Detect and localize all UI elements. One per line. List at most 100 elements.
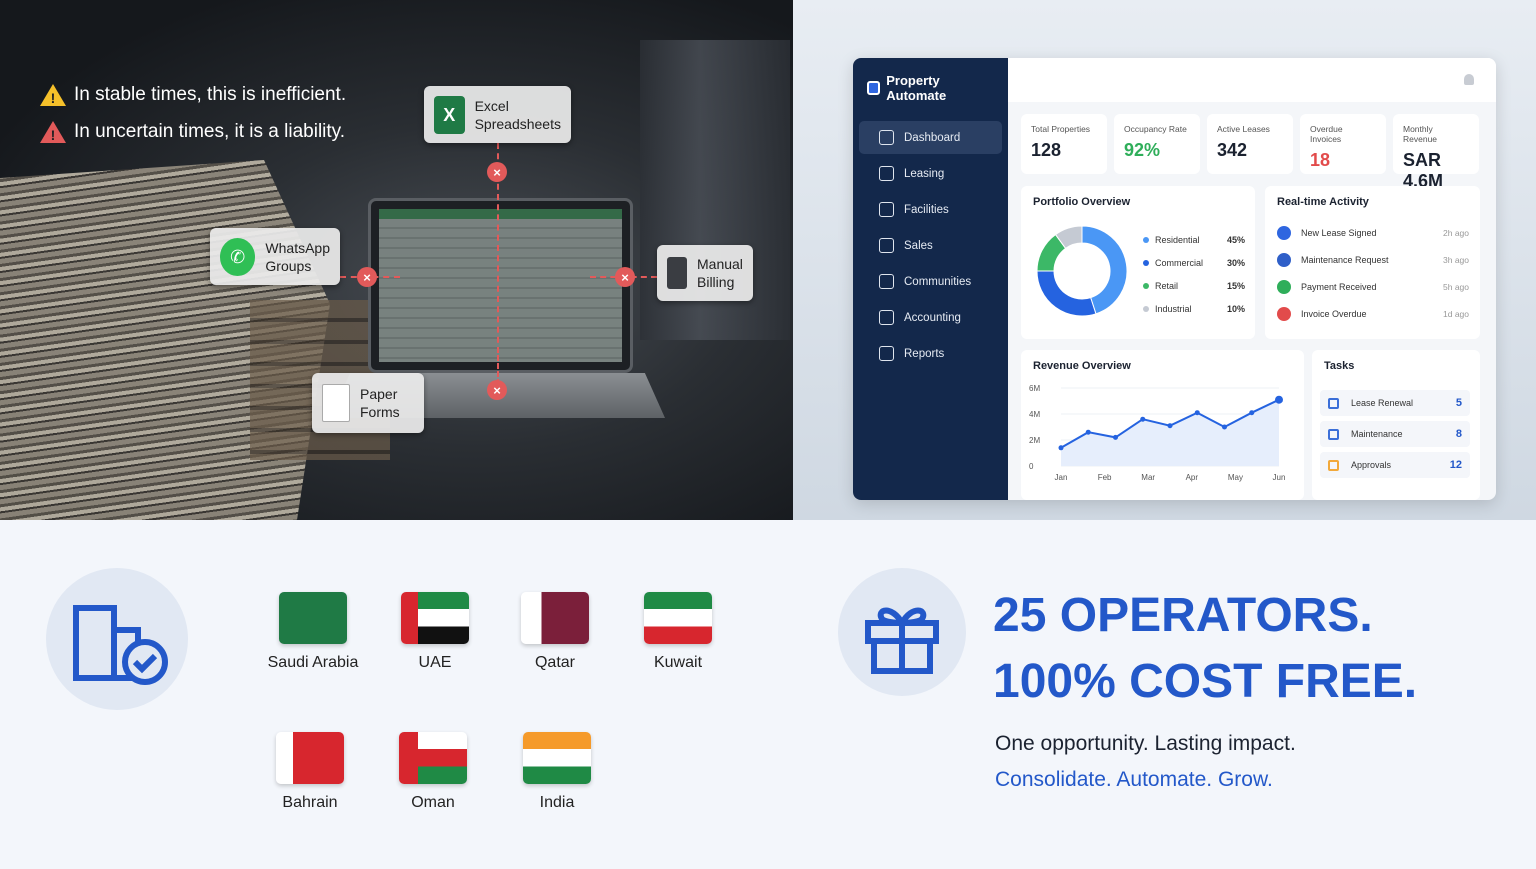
x-tick-label: Jun (1273, 473, 1286, 482)
flag-qatar (521, 592, 589, 644)
revenue-panel: Revenue Overview 0 2M 4M 6M Jan Feb Mar Apr May J… (1021, 350, 1304, 500)
revenue-point (1140, 416, 1146, 422)
sidebar-item-accounting[interactable]: Accounting (859, 301, 1002, 334)
kpi-card: Occupancy Rate 92% (1114, 114, 1200, 174)
activity-icon (1277, 226, 1291, 240)
activity-item[interactable]: Payment Received 5h ago (1277, 280, 1469, 294)
tagline: One opportunity. Lasting impact. (995, 732, 1296, 755)
laptop (368, 198, 633, 373)
donut-slice-industrial (1054, 225, 1083, 250)
manual-billing-card: Manual Billing (657, 245, 753, 301)
revenue-point (1275, 395, 1283, 404)
activity-panel: Real-time Activity New Lease Signed 2h ag… (1265, 186, 1480, 339)
sidebar-item-dashboard[interactable]: Dashboard (859, 121, 1002, 154)
donut-chart (1036, 225, 1128, 317)
kpi-card: Active Leases 342 (1207, 114, 1293, 174)
sidebar-item-sales[interactable]: Sales (859, 229, 1002, 262)
task-item[interactable]: Approvals 12 (1320, 452, 1470, 478)
donut-slice-residential (1081, 225, 1128, 315)
dashboard-app: Property Automate Dashboard Leasing Facili… (853, 58, 1496, 500)
y-tick-label: 0 (1029, 462, 1034, 471)
y-tick-label: 4M (1029, 410, 1040, 419)
revenue-chart: 0 2M 4M 6M Jan Feb Mar Apr May Jun (1029, 384, 1286, 482)
flag-kuwait (644, 592, 712, 644)
legend-dot (1143, 237, 1149, 243)
revenue-point (1167, 423, 1173, 429)
x-tick-label: Apr (1186, 473, 1199, 482)
sidebar-nav: Dashboard Leasing Facilities Sales Communiti… (853, 121, 1008, 370)
task-icon (1328, 397, 1339, 409)
document-icon (322, 384, 350, 422)
office-photo: ! In stable times, this is inefficient. !… (0, 0, 793, 520)
flag-oman (399, 732, 467, 784)
flag-uae (401, 592, 469, 644)
activity-icon (1277, 307, 1291, 321)
excel-icon: X (434, 95, 465, 134)
calculator-icon (667, 257, 687, 289)
country-label: Qatar (534, 654, 575, 671)
reports-icon (879, 346, 894, 361)
activity-icon (1277, 280, 1291, 294)
gift-icon (865, 607, 939, 674)
flag-bahrain (276, 732, 344, 784)
legend-dot (1143, 306, 1149, 312)
legend-dot (1143, 283, 1149, 289)
excel-card: X Excel Spreadsheets (424, 86, 571, 143)
sidebar-item-communities[interactable]: Communities (859, 265, 1002, 298)
country-label: Kuwait (653, 654, 703, 671)
x-mark-icon: × (357, 267, 377, 287)
slogan: Consolidate. Automate. Grow. (995, 768, 1273, 791)
warning-line-1: ! In stable times, this is inefficient. (40, 84, 346, 106)
revenue-point (1113, 434, 1118, 440)
warning-line-2: ! In uncertain times, it is a liability. (40, 121, 345, 143)
top-bar (1008, 58, 1496, 102)
x-mark-icon: × (487, 380, 507, 400)
warning-icon: ! (40, 84, 66, 106)
kpi-card: Monthly Revenue SAR 4.6M (1393, 114, 1479, 191)
gift-icon-badge (838, 568, 966, 696)
sidebar: Property Automate Dashboard Leasing Facili… (853, 58, 1008, 500)
user-icon[interactable] (1464, 74, 1474, 85)
buildings-icon-badge (46, 568, 188, 710)
y-tick-label: 2M (1029, 436, 1040, 445)
task-item[interactable]: Lease Renewal 5 (1320, 390, 1470, 416)
revenue-point (1085, 429, 1091, 435)
headline-1: 25 OPERATORS. (993, 589, 1373, 642)
x-mark-icon: × (487, 162, 507, 182)
connector (497, 355, 499, 385)
task-icon (1328, 459, 1339, 471)
sales-icon (879, 238, 894, 253)
activity-item[interactable]: Maintenance Request 3h ago (1277, 253, 1469, 267)
x-tick-label: Feb (1098, 473, 1112, 482)
legend-item: Retail 15% (1143, 281, 1245, 291)
country-label: Saudi Arabia (267, 654, 359, 671)
activity-item[interactable]: New Lease Signed 2h ago (1277, 226, 1469, 240)
tasks-panel: Tasks Lease Renewal 5 Maintenance 8 Approval… (1312, 350, 1480, 500)
bottom-section: Saudi Arabia UAE Qatar Kuwait Bahrain Oman Ind… (0, 520, 1536, 869)
y-tick-label: 6M (1029, 384, 1040, 393)
revenue-point (1058, 445, 1064, 451)
legend-dot (1143, 260, 1149, 266)
country-label: Bahrain (282, 794, 338, 811)
whatsapp-card: ✆ WhatsApp Groups (210, 228, 340, 285)
sidebar-item-leasing[interactable]: Leasing (859, 157, 1002, 190)
activity-item[interactable]: Invoice Overdue 1d ago (1277, 307, 1469, 321)
task-icon (1328, 428, 1339, 440)
x-tick-label: May (1228, 473, 1243, 482)
dashboard-icon (879, 130, 894, 145)
sidebar-item-reports[interactable]: Reports (859, 337, 1002, 370)
whatsapp-icon: ✆ (220, 237, 256, 276)
revenue-point (1222, 424, 1227, 430)
accounting-icon (879, 310, 894, 325)
x-tick-label: Mar (1141, 473, 1155, 482)
headline-2: 100% COST FREE. (993, 655, 1418, 708)
revenue-point (1194, 410, 1200, 416)
flag-saudi-arabia (279, 592, 347, 644)
donut-slice-commercial (1036, 270, 1097, 317)
country-label: India (539, 794, 575, 811)
sidebar-item-facilities[interactable]: Facilities (859, 193, 1002, 226)
communities-icon (879, 274, 894, 289)
paper-forms-card: Paper Forms (312, 373, 424, 433)
leasing-icon (879, 166, 894, 181)
task-item[interactable]: Maintenance 8 (1320, 421, 1470, 447)
